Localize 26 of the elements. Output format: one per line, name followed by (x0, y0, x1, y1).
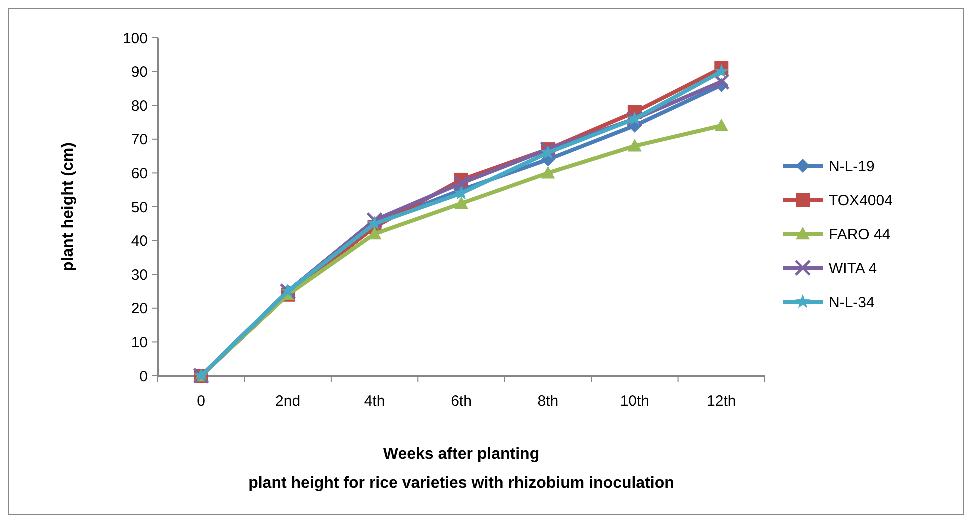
x-tick-label: 12th (707, 393, 736, 410)
x-tick-label: 8th (538, 393, 559, 410)
x-tick-label: 10th (620, 393, 650, 410)
x-tick-label: 4th (364, 393, 386, 410)
y-tick-label: 30 (131, 266, 148, 284)
y-tick-label: 60 (131, 165, 148, 182)
y-tick-label: 80 (131, 98, 148, 115)
x-tick-label: 0 (197, 393, 206, 410)
y-tick-label: 100 (122, 30, 148, 48)
y-tick-label: 70 (131, 132, 148, 149)
y-axis-title: plant height (cm) (60, 142, 77, 272)
text: plant height for rice varieties with rhizobium inoculation (248, 475, 674, 492)
legend-label: WITA 4 (829, 260, 878, 278)
y-tick-label: 10 (131, 334, 148, 352)
legend-label: N-L-19 (829, 158, 875, 176)
y-tick-label: 40 (131, 233, 148, 250)
y-tick-label: 90 (131, 64, 148, 82)
legend-label: N-L-34 (829, 294, 875, 312)
y-tick-label: 20 (131, 300, 148, 318)
x-axis-title: Weeks after planting (383, 446, 540, 463)
y-tick-label: 0 (140, 368, 148, 386)
legend-label: TOX4004 (829, 192, 893, 210)
y-tick-label: 50 (131, 199, 148, 216)
legend-label: FARO 44 (829, 226, 891, 244)
x-tick-label: 6th (451, 393, 472, 410)
x-tick-label: 2nd (276, 393, 301, 410)
